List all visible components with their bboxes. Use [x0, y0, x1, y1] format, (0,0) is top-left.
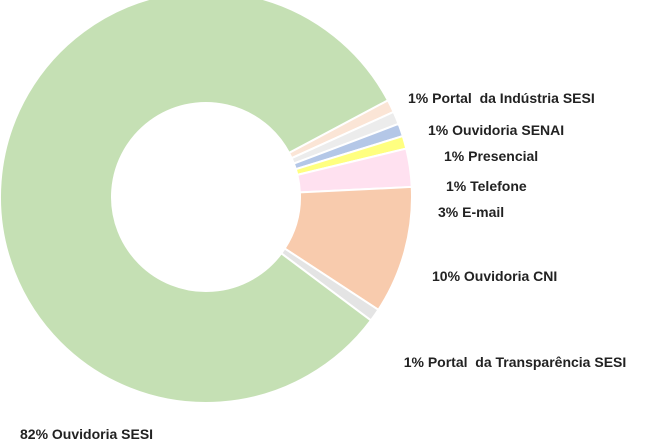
slice-label: 1% Portal da Indústria SESI [408, 85, 595, 111]
slice [0, 0, 390, 404]
category-label: Presencial [468, 148, 539, 164]
value-label: 1% [408, 90, 429, 106]
category-label: Ouvidoria SENAI [452, 122, 565, 138]
category-label: Ouvidoria CNI [463, 268, 558, 284]
category-label: Telefone [470, 178, 527, 194]
value-label: 10% [432, 268, 461, 284]
value-label: 1% [446, 178, 467, 194]
value-label: 1% [428, 122, 449, 138]
value-label: 1% [444, 148, 465, 164]
slice-label: 1% Telefone [446, 173, 527, 199]
category-label: Portal da Transparência SESI [427, 354, 627, 370]
slice-label: 82% Ouvidoria SESI [20, 421, 153, 444]
slice-label: 1% Presencial [444, 143, 538, 169]
category-label: Ouvidoria SESI [51, 426, 154, 442]
value-label: 1% [403, 354, 424, 370]
slice-label: 1% Ouvidoria SENAI [428, 117, 564, 143]
slice-label: 10% Ouvidoria CNI [432, 263, 557, 289]
category-label: Portal da Indústria SESI [432, 90, 595, 106]
slice-label: 1% Portal da Transparência SESI [380, 349, 650, 375]
category-label: E-mail [462, 204, 505, 220]
value-label: 3% [438, 204, 459, 220]
slice-label: 3% E-mail [438, 199, 504, 225]
value-label: 82% [20, 426, 49, 442]
